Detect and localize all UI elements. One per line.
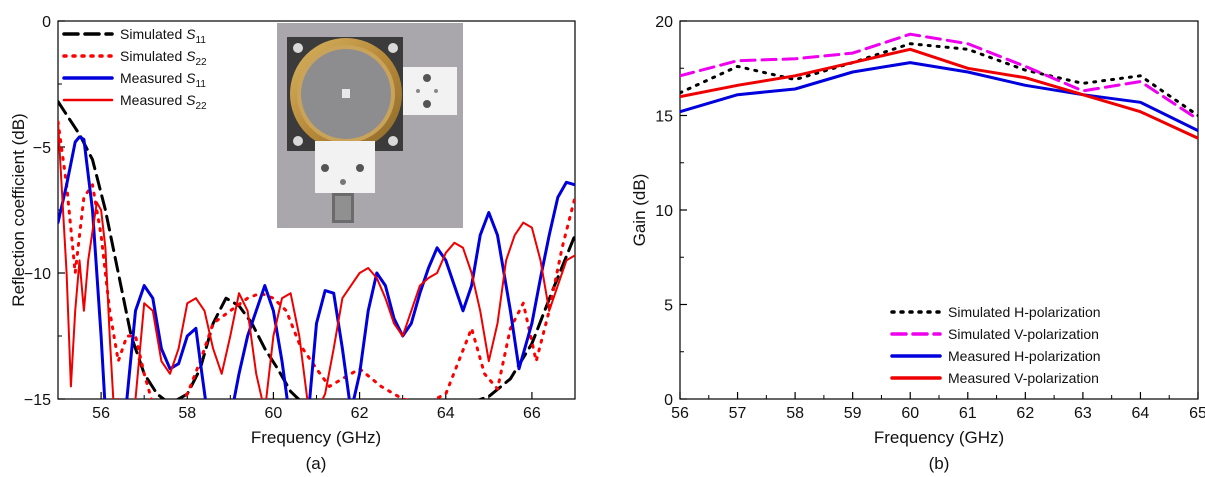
panel-b-series-simulated-h-polarization — [680, 42, 1198, 117]
panel-a-series-measured-s22 — [58, 120, 575, 399]
panel-b-x-tick-label: 57 — [729, 405, 747, 422]
panel-a-caption: (a) — [306, 454, 327, 473]
panel-b-y-axis-label: Gain (dB) — [630, 174, 649, 247]
panel-b-chart: 56 57 58 59 60 61 62 63 64 65 0 5 10 15 20 Simulated H… — [630, 14, 1205, 473]
panel-a-x-tick-label: 60 — [265, 405, 283, 422]
panel-a-y-axis-label: Reflection coefficient (dB) — [9, 113, 28, 306]
panel-a-y-tick-label: 0 — [42, 14, 51, 31]
panel-b-legend: Simulated H-polarization Simulated V-pola… — [890, 304, 1101, 386]
panel-a-x-tick-label: 56 — [92, 405, 110, 422]
panel-a-ticks: 56 58 60 62 64 66 −15 −10 −5 0 — [24, 14, 541, 422]
panel-a-legend-label-simulated-s11: Simulated S11 — [120, 26, 206, 46]
panel-b-legend-label-simulated-v-polarization: Simulated V-polarization — [948, 326, 1099, 342]
panel-a-y-tick-label: −5 — [33, 140, 51, 157]
panel-b-series-measured-v-polarization — [680, 47, 1198, 140]
panel-b-x-axis-label: Frequency (GHz) — [874, 428, 1004, 447]
panel-b-y-tick-label: 0 — [664, 392, 673, 409]
panel-a-x-tick-label: 64 — [437, 405, 455, 422]
panel-b-ticks: 56 57 58 59 60 61 62 63 64 65 0 5 10 15 20 — [655, 14, 1205, 422]
panel-b-series-measured-h-polarization — [680, 61, 1198, 133]
panel-b-x-tick-label: 63 — [1074, 405, 1092, 422]
panel-b-y-tick-label: 15 — [655, 109, 673, 126]
panel-b-legend-label-simulated-h-polarization: Simulated H-polarization — [948, 304, 1101, 320]
panel-a-y-tick-label: −10 — [24, 266, 51, 283]
panel-b-series-simulated-v-polarization — [680, 32, 1198, 121]
panel-b-y-tick-label: 10 — [655, 203, 673, 220]
panel-b-x-tick-label: 65 — [1189, 405, 1205, 422]
panel-b-x-tick-label: 64 — [1132, 405, 1150, 422]
panel-b-y-tick-label: 20 — [655, 14, 673, 31]
panel-b-legend-label-measured-h-polarization: Measured H-polarization — [948, 348, 1101, 364]
panel-a-y-tick-label: −15 — [24, 392, 51, 409]
antenna-prototype-photo — [277, 23, 463, 228]
panel-b-x-tick-label: 56 — [671, 405, 689, 422]
panel-b-caption: (b) — [929, 454, 950, 473]
panel-a-chart: 56 58 60 62 64 66−15−10−50 Simul — [9, 14, 576, 473]
panel-b-series — [680, 32, 1198, 140]
panel-b-x-tick-label: 60 — [901, 405, 919, 422]
panel-b-x-tick-label: 58 — [786, 405, 804, 422]
panel-a-x-tick-label: 66 — [523, 405, 541, 422]
panel-a-legend-label-measured-s22: Measured S22 — [120, 92, 207, 112]
panel-a-x-axis-label: Frequency (GHz) — [251, 428, 381, 447]
panel-b-y-tick-label: 5 — [664, 298, 673, 315]
panel-a-x-tick-label: 58 — [178, 405, 196, 422]
panel-a-legend-label-simulated-s22: Simulated S22 — [120, 48, 207, 68]
panel-a-x-tick-label: 62 — [351, 405, 369, 422]
panel-b-legend-label-measured-v-polarization: Measured V-polarization — [948, 370, 1099, 386]
panel-a-series — [58, 100, 575, 399]
panel-b-x-tick-label: 62 — [1016, 405, 1034, 422]
panel-b-x-tick-label: 61 — [959, 405, 977, 422]
panel-b-x-tick-label: 59 — [844, 405, 862, 422]
panel-a-series-simulated-s22 — [58, 120, 575, 399]
panel-a-series-measured-s11 — [58, 135, 575, 399]
panel-a-legend-label-measured-s11: Measured S11 — [120, 70, 206, 90]
